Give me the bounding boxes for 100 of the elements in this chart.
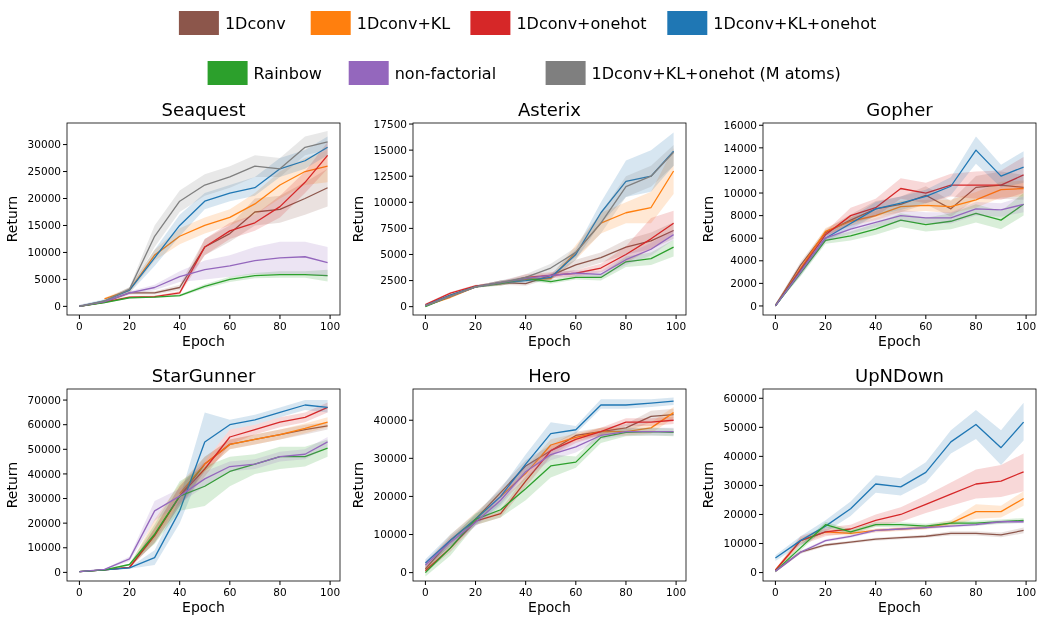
x-tick-label: 60	[919, 320, 933, 332]
x-axis-title: Epoch	[182, 333, 225, 349]
y-axis-title: Return	[350, 195, 366, 243]
x-tick-label: 80	[969, 586, 983, 598]
x-tick-label: 20	[468, 320, 483, 332]
y-tick-label: 70000	[27, 393, 61, 406]
x-tick-label: 80	[969, 320, 983, 332]
y-tick-label: 10000	[723, 186, 757, 199]
y-tick-label: 2000	[730, 277, 757, 290]
legend-label: 1Dconv+KL	[356, 13, 451, 33]
chart-title: Hero	[528, 365, 571, 386]
x-tick-label: 80	[273, 586, 287, 598]
x-tick-label: 0	[76, 586, 83, 598]
x-axis-title: Epoch	[878, 599, 921, 615]
y-tick-label: 14000	[723, 141, 757, 154]
y-tick-label: 0	[750, 566, 757, 579]
chart-title: UpNDown	[854, 365, 945, 386]
legend-label: 1Dconv+onehot	[516, 13, 647, 33]
x-tick-label: 60	[919, 586, 933, 598]
y-tick-label: 10000	[373, 195, 407, 208]
y-tick-label: 10000	[373, 528, 407, 541]
x-tick-label: 80	[619, 320, 633, 332]
y-tick-label: 15000	[373, 143, 407, 156]
y-tick-label: 60000	[27, 418, 61, 431]
x-tick-label: 20	[468, 586, 483, 598]
y-tick-label: 12000	[723, 164, 757, 177]
x-tick-label: 40	[173, 586, 187, 598]
chart-title: Seaquest	[161, 99, 246, 120]
x-tick-label: 0	[422, 320, 429, 332]
x-tick-label: 40	[869, 586, 883, 598]
x-tick-label: 60	[569, 586, 583, 598]
y-axis-title: Return	[700, 195, 716, 243]
y-tick-label: 40000	[27, 467, 61, 480]
x-tick-label: 100	[666, 586, 687, 598]
y-tick-label: 10000	[27, 541, 61, 554]
x-tick-label: 40	[869, 320, 883, 332]
y-axis-title: Return	[350, 461, 366, 509]
legend-label: non-factorial	[394, 63, 497, 83]
x-tick-label: 100	[666, 320, 687, 332]
y-tick-label: 10000	[27, 246, 61, 259]
y-tick-label: 0	[54, 566, 61, 579]
legend-label: 1Dconv+KL+onehot	[713, 13, 877, 33]
y-tick-label: 5000	[380, 248, 407, 261]
y-axis-title: Return	[4, 195, 20, 243]
legend-label: 1Dconv+KL+onehot (M atoms)	[591, 63, 841, 83]
y-tick-label: 5000	[34, 273, 61, 286]
x-tick-label: 100	[1016, 320, 1037, 332]
legend-label: Rainbow	[253, 63, 322, 83]
x-tick-label: 60	[223, 586, 237, 598]
y-tick-label: 40000	[723, 450, 757, 463]
x-tick-label: 20	[818, 586, 833, 598]
legend-label: 1Dconv	[224, 13, 286, 33]
y-tick-label: 4000	[730, 254, 757, 267]
x-tick-label: 100	[320, 586, 341, 598]
y-tick-label: 20000	[723, 508, 757, 521]
x-tick-label: 0	[772, 320, 779, 332]
x-tick-label: 80	[273, 320, 287, 332]
x-tick-label: 0	[772, 586, 779, 598]
x-axis-title: Epoch	[182, 599, 225, 615]
chart-title: Asterix	[518, 99, 582, 120]
y-tick-label: 15000	[27, 219, 61, 232]
y-tick-label: 6000	[730, 231, 757, 244]
y-tick-label: 30000	[27, 492, 61, 505]
y-tick-label: 30000	[723, 479, 757, 492]
x-tick-label: 40	[173, 320, 187, 332]
y-tick-label: 30000	[27, 138, 61, 151]
x-axis-title: Epoch	[528, 599, 571, 615]
y-tick-label: 0	[750, 299, 757, 312]
x-tick-label: 60	[223, 320, 237, 332]
y-tick-label: 8000	[730, 209, 757, 222]
y-tick-label: 12500	[373, 169, 407, 182]
x-tick-label: 100	[320, 320, 341, 332]
y-tick-label: 0	[400, 566, 407, 579]
x-axis-title: Epoch	[878, 333, 921, 349]
x-axis-title: Epoch	[528, 333, 571, 349]
y-tick-label: 7500	[380, 222, 407, 235]
chart-title: StarGunner	[151, 365, 256, 386]
x-tick-label: 100	[1016, 586, 1037, 598]
y-tick-label: 10000	[723, 537, 757, 550]
y-tick-label: 20000	[27, 516, 61, 529]
x-tick-label: 80	[619, 586, 633, 598]
y-tick-label: 50000	[27, 442, 61, 455]
y-tick-label: 25000	[27, 165, 61, 178]
x-tick-label: 40	[519, 586, 533, 598]
y-tick-label: 30000	[373, 452, 407, 465]
x-tick-label: 20	[122, 586, 137, 598]
y-tick-label: 50000	[723, 421, 757, 434]
x-tick-label: 0	[76, 320, 83, 332]
x-tick-label: 60	[569, 320, 583, 332]
x-tick-label: 20	[818, 320, 833, 332]
y-tick-label: 0	[54, 300, 61, 313]
y-tick-label: 20000	[27, 192, 61, 205]
x-tick-label: 20	[122, 320, 137, 332]
y-tick-label: 0	[400, 300, 407, 313]
x-tick-label: 0	[422, 586, 429, 598]
y-tick-label: 2500	[380, 274, 407, 287]
y-tick-label: 20000	[373, 490, 407, 503]
y-axis-title: Return	[4, 461, 20, 509]
y-axis-title: Return	[700, 461, 716, 509]
y-tick-label: 60000	[723, 391, 757, 404]
